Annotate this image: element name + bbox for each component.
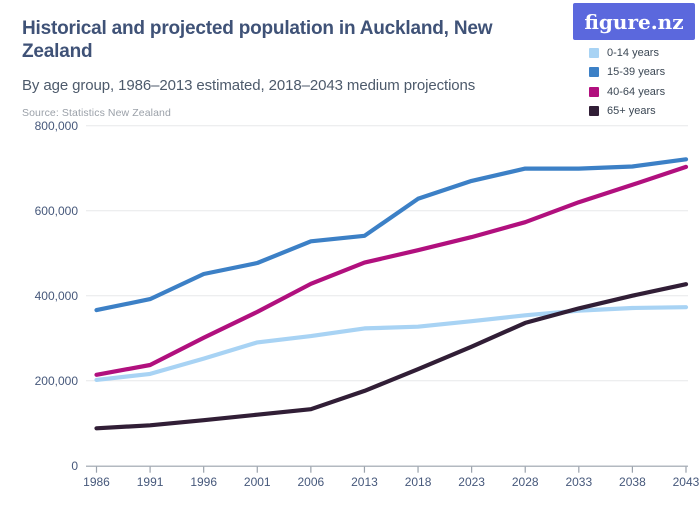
- legend-item-65-years: 65+ years: [589, 102, 665, 122]
- legend-swatch-icon: [589, 86, 599, 97]
- figurenz-logo-text: figure.nz: [584, 9, 684, 34]
- chart-header: Historical and projected population in A…: [22, 18, 562, 119]
- y-tick-label: 600,000: [35, 204, 79, 218]
- x-tick-label: 1996: [190, 475, 217, 489]
- x-tick-label: 2038: [619, 475, 646, 489]
- legend-label: 15-39 years: [607, 66, 666, 79]
- series-line-65-years: [94, 282, 689, 431]
- chart-title: Historical and projected population in A…: [22, 18, 493, 62]
- x-tick-label: 2018: [405, 475, 432, 489]
- x-tick-label: 2033: [565, 475, 592, 489]
- legend-item-15-39-years: 15-39 years: [589, 63, 665, 83]
- y-tick-label: 200,000: [35, 374, 79, 388]
- series-line-40-64-years: [94, 164, 689, 377]
- chart-subtitle: By age group, 1986–2013 estimated, 2018–…: [22, 76, 476, 94]
- series-line-15-39-years: [94, 157, 689, 313]
- legend-label: 0-14 years: [607, 46, 659, 59]
- legend-label: 40-64 years: [607, 85, 666, 98]
- legend-swatch-icon: [589, 67, 599, 78]
- legend-swatch-icon: [589, 47, 599, 58]
- legend-item-0-14-years: 0-14 years: [589, 43, 665, 63]
- x-tick-label: 2001: [244, 475, 271, 489]
- y-tick-label: 800,000: [35, 119, 79, 133]
- legend-item-40-64-years: 40-64 years: [589, 82, 665, 102]
- legend-label: 65+ years: [607, 105, 656, 118]
- chart-source: Source: Statistics New Zealand: [22, 106, 171, 119]
- x-tick-label: 1986: [83, 475, 110, 489]
- x-tick-label: 1991: [137, 475, 164, 489]
- chart-legend: 0-14 years 15-39 years 40-64 years 65+ year…: [589, 43, 665, 121]
- y-tick-label: 0: [71, 459, 78, 473]
- legend-swatch-icon: [589, 106, 599, 117]
- x-tick-label: 2006: [298, 475, 325, 489]
- series-line-0-14-years: [94, 305, 689, 382]
- x-tick-label: 2028: [512, 475, 539, 489]
- x-tick-label: 2043: [673, 475, 700, 489]
- y-tick-label: 400,000: [35, 289, 79, 303]
- x-tick-label: 2023: [458, 475, 485, 489]
- x-tick-label: 2013: [351, 475, 378, 489]
- figurenz-logo[interactable]: figure.nz: [573, 3, 695, 40]
